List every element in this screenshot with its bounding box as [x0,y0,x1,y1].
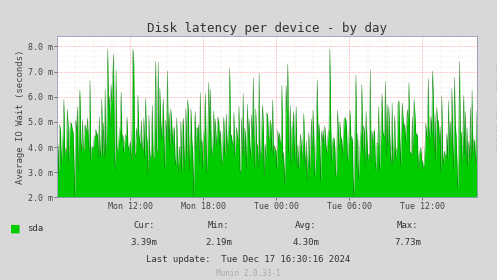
Text: Cur:: Cur: [133,221,155,230]
Text: ■: ■ [10,223,20,233]
Text: 4.30m: 4.30m [292,238,319,247]
Text: Last update:  Tue Dec 17 16:30:16 2024: Last update: Tue Dec 17 16:30:16 2024 [147,255,350,263]
Text: Munin 2.0.33-1: Munin 2.0.33-1 [216,269,281,277]
Text: RRDTOOL / TOBI OETIKER: RRDTOOL / TOBI OETIKER [494,60,497,153]
Text: 7.73m: 7.73m [394,238,421,247]
Text: 3.39m: 3.39m [131,238,158,247]
Text: 2.19m: 2.19m [205,238,232,247]
Title: Disk latency per device - by day: Disk latency per device - by day [147,22,387,35]
Text: sda: sda [27,224,43,233]
Y-axis label: Average IO Wait (seconds): Average IO Wait (seconds) [16,50,25,184]
Text: Max:: Max: [397,221,418,230]
Text: Avg:: Avg: [295,221,317,230]
Text: Min:: Min: [208,221,230,230]
